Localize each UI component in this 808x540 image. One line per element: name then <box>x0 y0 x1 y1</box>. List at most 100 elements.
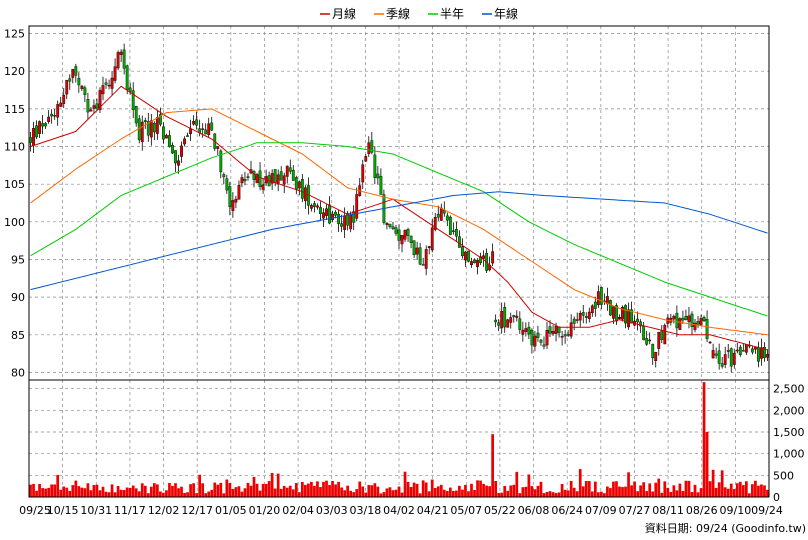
volume-bar <box>104 491 108 497</box>
candle-body <box>313 203 316 207</box>
price-tick-label: 105 <box>4 178 25 191</box>
volume-bar <box>430 479 434 497</box>
candle-body <box>729 348 733 367</box>
volume-bar <box>68 490 72 497</box>
volume-bar <box>572 487 576 497</box>
x-tick-label: 12/17 <box>181 504 213 517</box>
volume-bar <box>192 483 195 497</box>
volume-bar <box>684 480 688 497</box>
volume-bar <box>660 492 664 497</box>
volume-bar <box>587 481 591 497</box>
candle-body <box>210 122 214 131</box>
volume-bar <box>159 491 162 497</box>
candle-body <box>717 350 721 364</box>
volume-bar <box>237 486 241 497</box>
volume-bar <box>367 484 371 497</box>
volume-bar <box>385 488 389 497</box>
x-tick-label: 07/27 <box>619 504 651 517</box>
volume-bar <box>207 491 211 497</box>
volume-bar <box>273 488 277 497</box>
x-tick-label: 05/07 <box>450 504 482 517</box>
candle-body <box>430 227 434 251</box>
volume-bar <box>358 481 362 497</box>
candle-body <box>506 319 510 328</box>
volume-bar <box>201 483 205 497</box>
volume-bar <box>509 485 513 497</box>
candle-body <box>693 322 697 330</box>
volume-bar <box>445 491 449 497</box>
volume-bar <box>669 491 673 497</box>
candle-body <box>297 181 301 189</box>
candle-body <box>536 332 540 338</box>
volume-bar <box>596 492 600 497</box>
volume-bar <box>536 485 540 497</box>
candle-body <box>62 94 66 104</box>
volume-bar <box>59 489 63 497</box>
candle-body <box>415 247 419 255</box>
volume-bar <box>560 484 564 497</box>
candle-body <box>113 66 117 81</box>
volume-bar <box>606 486 609 497</box>
volume-bar <box>584 481 588 497</box>
candle-body <box>189 128 192 135</box>
legend-entry: 月線 <box>332 6 356 21</box>
candle-body <box>750 348 754 353</box>
volume-tick-label: 500 <box>773 469 794 482</box>
volume-bar <box>264 483 268 497</box>
volume-tick-label: 1,000 <box>773 448 805 461</box>
candle-body <box>131 90 135 110</box>
volume-bar <box>600 491 603 497</box>
volume-tick-label: 1,500 <box>773 426 805 439</box>
volume-bar <box>618 486 621 497</box>
candle-body <box>711 350 715 359</box>
candle-body <box>53 115 57 117</box>
candle-body <box>624 305 627 324</box>
volume-bar <box>590 491 594 497</box>
candle-body <box>560 336 564 338</box>
candle-body <box>406 229 410 236</box>
volume-bar <box>751 484 754 497</box>
volume-bar <box>527 474 531 497</box>
volume-bar <box>337 481 340 497</box>
candle-body <box>439 207 443 221</box>
volume-bar <box>717 482 721 497</box>
volume-bar <box>282 485 286 497</box>
x-tick-label: 09/24 <box>751 504 783 517</box>
candle-body <box>174 150 177 164</box>
candle-body <box>763 347 766 358</box>
x-tick-label: 03/18 <box>350 504 382 517</box>
volume-bar <box>569 480 573 497</box>
candle-body <box>294 177 298 190</box>
volume-bar <box>183 492 186 497</box>
candle-body <box>98 90 102 110</box>
candle-body <box>621 306 624 320</box>
volume-bar <box>615 481 618 497</box>
candle-body <box>714 353 718 356</box>
candle-body <box>757 347 760 362</box>
price-tick-label: 115 <box>4 103 25 116</box>
volume-bar <box>735 483 739 497</box>
candle-body <box>581 312 585 316</box>
candle-body <box>530 329 534 346</box>
candle-body <box>672 316 676 320</box>
candle-body <box>760 347 763 359</box>
candle-body <box>56 104 60 118</box>
candle-body <box>482 255 485 259</box>
volume-bar <box>581 486 585 497</box>
candle-body <box>352 211 356 223</box>
volume-bar <box>533 489 537 497</box>
volume-bar <box>35 490 38 497</box>
candle-body <box>590 305 594 314</box>
x-tick-label: 10/31 <box>80 504 112 517</box>
volume-bar <box>530 486 534 497</box>
candle-body <box>104 82 108 85</box>
candle-body <box>409 235 413 243</box>
x-tick-label: 09/10 <box>720 504 752 517</box>
volume-bar <box>693 484 697 497</box>
volume-bar <box>455 490 458 497</box>
x-tick-label: 11/17 <box>114 504 146 517</box>
candle-body <box>165 135 168 139</box>
candle-body <box>548 326 552 334</box>
volume-bar <box>412 482 416 497</box>
legend: 月線 季線 半年 年線 <box>320 6 518 21</box>
